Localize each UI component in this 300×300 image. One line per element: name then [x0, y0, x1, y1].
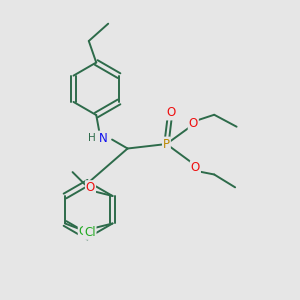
Text: O: O: [166, 106, 175, 119]
Text: H: H: [88, 133, 96, 143]
Text: O: O: [191, 161, 200, 174]
Text: N: N: [99, 132, 107, 145]
Text: Cl: Cl: [84, 226, 96, 239]
Text: Cl: Cl: [79, 225, 90, 238]
Text: P: P: [163, 137, 170, 151]
Text: O: O: [86, 181, 95, 194]
Text: O: O: [189, 117, 198, 130]
